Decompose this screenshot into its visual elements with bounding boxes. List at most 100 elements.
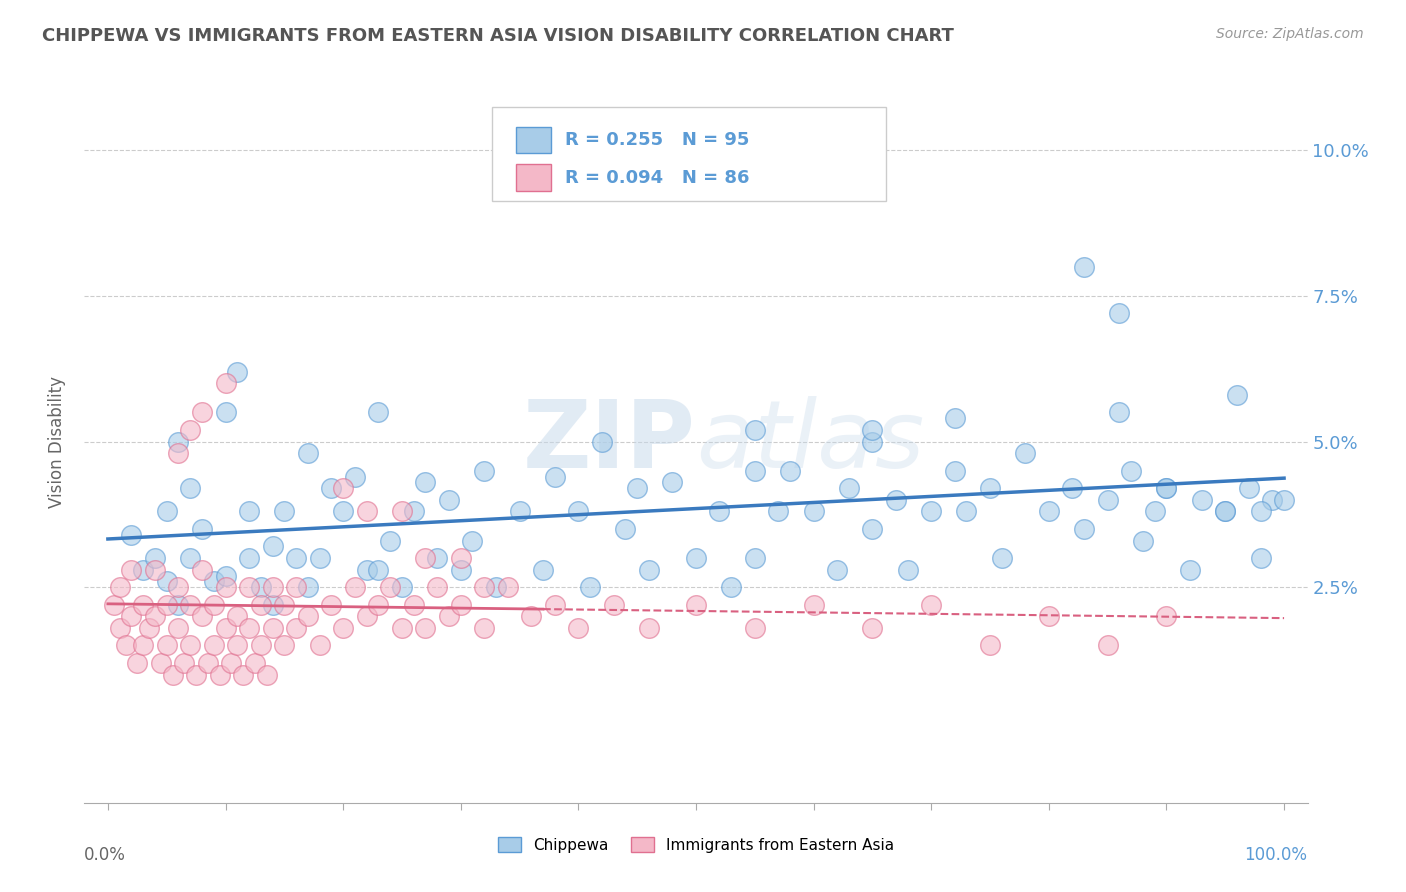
Point — [685, 598, 707, 612]
Point — [897, 563, 920, 577]
Point — [415, 551, 437, 566]
Point — [472, 464, 495, 478]
Point — [391, 504, 413, 518]
Point — [156, 598, 179, 612]
Point — [262, 580, 284, 594]
Point — [720, 580, 742, 594]
Point — [544, 598, 567, 612]
Point — [262, 540, 284, 554]
Point — [380, 533, 402, 548]
Point — [285, 621, 308, 635]
Point — [343, 580, 366, 594]
Point — [579, 580, 602, 594]
Point — [614, 522, 637, 536]
Point — [426, 580, 449, 594]
Point — [838, 481, 860, 495]
Point — [1108, 306, 1130, 320]
Point — [156, 504, 179, 518]
Point — [391, 580, 413, 594]
Point — [591, 434, 613, 449]
Point — [426, 551, 449, 566]
Point — [214, 580, 236, 594]
Point — [860, 423, 883, 437]
Point — [149, 656, 172, 670]
Point — [979, 639, 1001, 653]
Point — [214, 621, 236, 635]
Point — [184, 667, 207, 681]
Point — [437, 492, 460, 507]
Point — [685, 551, 707, 566]
Point — [138, 621, 160, 635]
Point — [120, 528, 142, 542]
Point — [167, 580, 190, 594]
Point — [638, 563, 661, 577]
Point — [208, 667, 231, 681]
Point — [191, 405, 214, 419]
Point — [1213, 504, 1236, 518]
Point — [143, 609, 166, 624]
Point — [920, 598, 942, 612]
Point — [461, 533, 484, 548]
Point — [1073, 260, 1095, 274]
Point — [162, 667, 184, 681]
Point — [103, 598, 125, 612]
Point — [991, 551, 1014, 566]
Point — [744, 423, 766, 437]
Point — [167, 621, 190, 635]
Point — [179, 598, 201, 612]
Point — [202, 598, 225, 612]
Point — [173, 656, 195, 670]
Point — [1261, 492, 1284, 507]
Point — [249, 580, 271, 594]
Point — [167, 446, 190, 460]
Point — [1132, 533, 1154, 548]
Point — [1250, 551, 1272, 566]
Point — [1178, 563, 1201, 577]
Point — [132, 563, 155, 577]
Point — [1038, 504, 1060, 518]
Point — [402, 598, 425, 612]
Point — [226, 639, 249, 653]
Point — [979, 481, 1001, 495]
Point — [1156, 481, 1178, 495]
Point — [214, 405, 236, 419]
Point — [179, 551, 201, 566]
Point — [273, 504, 295, 518]
Point — [285, 580, 308, 594]
Point — [120, 609, 142, 624]
Point — [602, 598, 624, 612]
Text: CHIPPEWA VS IMMIGRANTS FROM EASTERN ASIA VISION DISABILITY CORRELATION CHART: CHIPPEWA VS IMMIGRANTS FROM EASTERN ASIA… — [42, 27, 955, 45]
Point — [243, 656, 266, 670]
Point — [450, 551, 472, 566]
Point — [943, 464, 966, 478]
Point — [273, 598, 295, 612]
Point — [143, 551, 166, 566]
Point — [238, 580, 260, 594]
Point — [367, 598, 389, 612]
Point — [238, 551, 260, 566]
Point — [179, 423, 201, 437]
Point — [943, 411, 966, 425]
Point — [197, 656, 219, 670]
Point — [191, 563, 214, 577]
Point — [262, 621, 284, 635]
Point — [297, 609, 319, 624]
Point — [214, 568, 236, 582]
Text: ZIP: ZIP — [523, 395, 696, 488]
Point — [485, 580, 508, 594]
Point — [297, 580, 319, 594]
Point — [321, 598, 343, 612]
Point — [955, 504, 977, 518]
Point — [214, 376, 236, 391]
Point — [472, 621, 495, 635]
Point — [156, 639, 179, 653]
Point — [297, 446, 319, 460]
Point — [1250, 504, 1272, 518]
Point — [221, 656, 243, 670]
Point — [531, 563, 554, 577]
Point — [262, 598, 284, 612]
Point — [356, 504, 378, 518]
Point — [249, 639, 271, 653]
Point — [321, 481, 343, 495]
Point — [226, 365, 249, 379]
